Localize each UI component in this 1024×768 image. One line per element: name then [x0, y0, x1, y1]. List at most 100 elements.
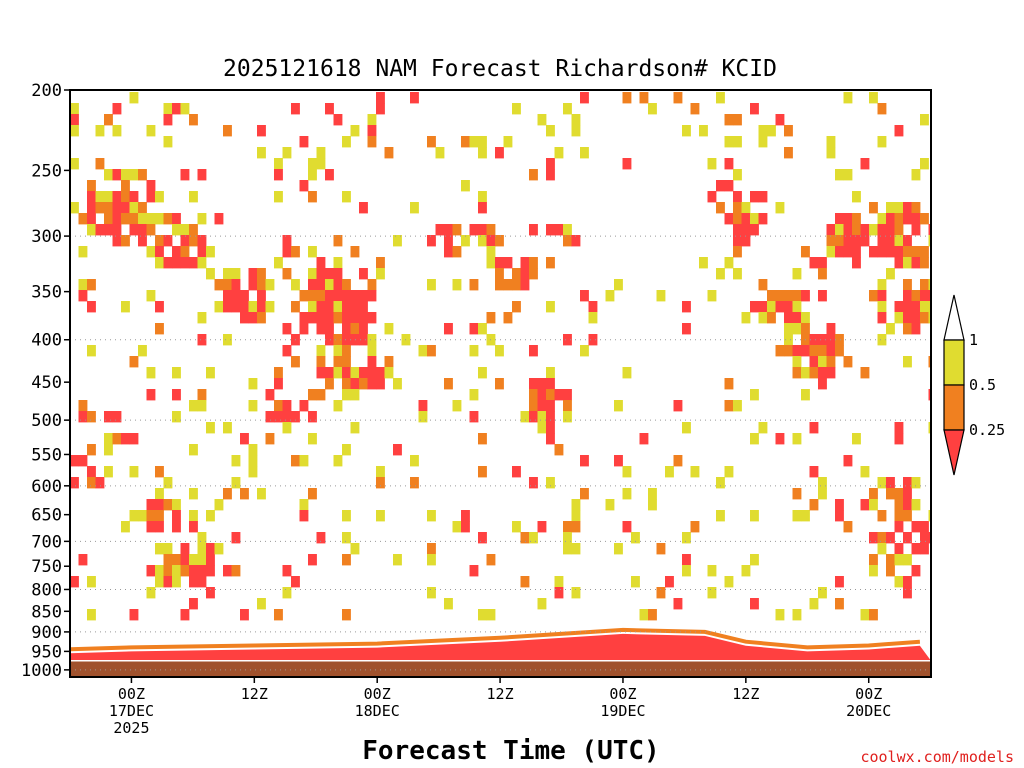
x-tick-label: 2025: [113, 719, 149, 737]
ri-cell: [622, 92, 632, 104]
ri-cell: [282, 400, 292, 412]
ri-cell: [869, 499, 878, 511]
ri-cell: [155, 543, 164, 555]
ri-cell: [163, 114, 173, 126]
axes: 200 250 300 350 400 450 500 550 600 650 700 750 8008…: [21, 81, 932, 737]
ri-cell: [342, 323, 351, 335]
ri-cell: [911, 246, 921, 258]
ri-cell: [104, 411, 113, 423]
ri-cell: [333, 312, 343, 324]
ri-cell: [189, 191, 198, 203]
ri-cell: [291, 411, 300, 423]
ri-cell: [894, 301, 904, 313]
ri-cell: [835, 598, 844, 610]
ri-cell: [920, 279, 929, 291]
ri-cell: [299, 136, 309, 148]
ri-cell: [129, 356, 139, 368]
ri-cell: [546, 477, 555, 489]
ri-cell: [911, 477, 921, 489]
ri-cell: [928, 510, 931, 522]
ri-cell: [529, 378, 538, 390]
ri-cell: [920, 312, 929, 324]
ri-cell: [818, 257, 827, 269]
ri-cell: [350, 290, 360, 302]
ri-cell: [809, 257, 819, 269]
ri-cell: [248, 279, 258, 291]
y-tick-label: 200: [31, 81, 62, 101]
ri-cell: [792, 488, 802, 500]
ri-cell: [342, 191, 351, 203]
ri-cell: [809, 499, 819, 511]
ri-cell: [928, 422, 931, 434]
ri-cell: [308, 301, 317, 313]
ri-cell: [282, 268, 292, 280]
ri-cell: [852, 235, 861, 247]
ri-cell: [750, 598, 759, 610]
ri-cell: [359, 301, 368, 313]
ri-cell: [733, 136, 742, 148]
x-tick-label: 19DEC: [600, 702, 645, 720]
ri-cell: [189, 224, 198, 236]
ri-cell: [877, 312, 887, 324]
ri-cell: [894, 554, 904, 566]
ri-cell: [571, 510, 581, 522]
ri-cell: [197, 554, 207, 566]
ri-cell: [733, 224, 742, 236]
ri-cell: [70, 202, 79, 214]
ri-cell: [877, 103, 887, 115]
ri-cell: [843, 92, 853, 104]
colorbar-bin: [943, 429, 965, 476]
ri-cell: [512, 268, 521, 280]
ri-cell: [767, 301, 776, 313]
ri-cell: [784, 345, 793, 357]
ri-cell: [78, 279, 88, 291]
ri-cell: [384, 367, 394, 379]
ri-cell: [104, 224, 113, 236]
y-tick-label: 450: [31, 373, 62, 393]
ri-cell: [639, 433, 649, 445]
ri-cell: [877, 477, 887, 489]
ri-cell: [886, 532, 895, 544]
ri-cell: [750, 191, 759, 203]
ri-cell: [801, 389, 810, 401]
ri-cell: [146, 521, 156, 533]
ri-cell: [350, 543, 360, 555]
ri-cell: [223, 125, 232, 137]
ri-cell: [146, 125, 156, 137]
ri-cell: [537, 411, 547, 423]
ri-cell: [376, 466, 385, 478]
ri-cell: [384, 147, 394, 159]
ri-cell: [648, 499, 657, 511]
ri-cell: [877, 235, 887, 247]
ri-cell: [163, 257, 173, 269]
ri-cell: [257, 598, 266, 610]
ri-cell: [87, 609, 96, 621]
ri-cell: [146, 499, 156, 511]
ri-cell: [784, 290, 793, 302]
ri-cell: [486, 246, 496, 258]
ri-cell: [486, 224, 496, 236]
ri-cell: [869, 488, 878, 500]
ri-cell: [163, 235, 173, 247]
ri-cell: [792, 356, 802, 368]
ri-cell: [129, 92, 139, 104]
ri-cell: [452, 521, 462, 533]
ri-cell: [87, 279, 96, 291]
ri-cell: [359, 202, 368, 214]
ri-cell: [214, 301, 224, 313]
ri-cell: [716, 268, 725, 280]
ri-cell: [775, 433, 785, 445]
ri-cell: [299, 290, 309, 302]
ri-cell: [869, 554, 878, 566]
ri-cell: [248, 466, 258, 478]
ri-cell: [104, 114, 113, 126]
ri-cell: [656, 543, 666, 555]
ri-cell: [104, 213, 113, 225]
ri-cell: [95, 224, 105, 236]
ri-cell: [197, 213, 207, 225]
ri-cell: [274, 609, 283, 621]
ri-cell: [240, 301, 249, 313]
ri-cell: [529, 224, 538, 236]
ri-cell: [877, 510, 887, 522]
ri-cell: [87, 191, 96, 203]
